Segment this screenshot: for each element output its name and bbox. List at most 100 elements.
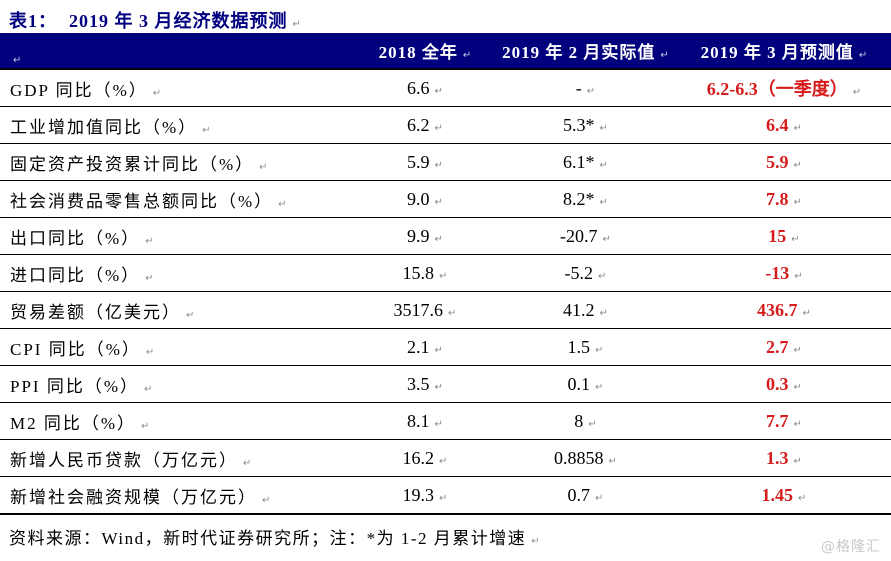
cell-text: 3.5 bbox=[407, 373, 430, 394]
paragraph-mark-icon: ↵ bbox=[152, 87, 162, 99]
cell-text: -13 bbox=[765, 262, 790, 283]
column-header-text: 2019 年 2 月实际值 bbox=[502, 43, 656, 62]
value-2018: 9.9 ↵ bbox=[356, 217, 494, 255]
table-number-label: 表1： bbox=[9, 11, 57, 31]
table-row: 出口同比（%） ↵ 9.9 ↵ -20.7 ↵ 15 ↵ bbox=[0, 217, 891, 255]
cell-text: 0.8858 bbox=[554, 447, 604, 468]
paragraph-mark-icon: ↵ bbox=[793, 418, 802, 430]
value-2018: 15.8 ↵ bbox=[356, 254, 494, 292]
cell-text: 9.9 bbox=[407, 225, 430, 246]
cell-text: 5.9 bbox=[407, 151, 430, 172]
value-mar-2019-forecast: -13 ↵ bbox=[677, 254, 891, 292]
cell-text: 6.2-6.3（一季度） bbox=[706, 79, 848, 99]
table-title: 表1： 2019 年 3 月经济数据预测 ↵ bbox=[0, 0, 891, 33]
paragraph-mark-icon: ↵ bbox=[439, 270, 448, 282]
row-label: 贸易差额（亿美元） ↵ bbox=[0, 291, 356, 329]
economic-forecast-table: ↵ 2018 全年 ↵ 2019 年 2 月实际值 ↵ 2019 年 3 月预测值 ↵ GD… bbox=[0, 33, 891, 515]
value-feb-2019: 5.3* ↵ bbox=[494, 106, 677, 144]
value-mar-2019-forecast: 1.3 ↵ bbox=[677, 439, 891, 477]
cell-text: 9.0 bbox=[407, 188, 430, 209]
value-2018: 8.1 ↵ bbox=[356, 402, 494, 440]
column-header-2018: 2018 全年 ↵ bbox=[356, 33, 494, 70]
header-row: ↵ 2018 全年 ↵ 2019 年 2 月实际值 ↵ 2019 年 3 月预测值 ↵ bbox=[0, 33, 891, 70]
table-row: M2 同比（%） ↵ 8.1 ↵ 8 ↵ 7.7 ↵ bbox=[0, 402, 891, 440]
value-mar-2019-forecast: 0.3 ↵ bbox=[677, 365, 891, 403]
value-feb-2019: 1.5 ↵ bbox=[494, 328, 677, 366]
cell-text: 7.7 bbox=[766, 410, 789, 431]
table-row: GDP 同比（%） ↵ 6.6 ↵ - ↵ 6.2-6.3（一季度） ↵ bbox=[0, 69, 891, 107]
value-2018: 2.1 ↵ bbox=[356, 328, 494, 366]
cell-text: 5.9 bbox=[766, 151, 789, 172]
value-mar-2019-forecast: 436.7 ↵ bbox=[677, 291, 891, 329]
source-note-text: 资料来源：Wind，新时代证券研究所；注：*为 1-2 月累计增速 bbox=[9, 529, 527, 548]
cell-text: GDP 同比（%） bbox=[10, 80, 148, 100]
value-2018: 5.9 ↵ bbox=[356, 143, 494, 181]
paragraph-mark-icon: ↵ bbox=[439, 492, 448, 504]
row-label: CPI 同比（%） ↵ bbox=[0, 328, 356, 366]
value-feb-2019: 0.7 ↵ bbox=[494, 476, 677, 515]
value-feb-2019: -20.7 ↵ bbox=[494, 217, 677, 255]
paragraph-mark-icon: ↵ bbox=[599, 159, 608, 171]
row-label: PPI 同比（%） ↵ bbox=[0, 365, 356, 403]
paragraph-mark-icon: ↵ bbox=[794, 270, 803, 282]
value-2018: 3.5 ↵ bbox=[356, 365, 494, 403]
paragraph-mark-icon: ↵ bbox=[434, 233, 443, 245]
row-label: 固定资产投资累计同比（%） ↵ bbox=[0, 143, 356, 181]
cell-text: 6.1* bbox=[563, 151, 595, 172]
paragraph-mark-icon: ↵ bbox=[434, 122, 443, 134]
value-2018: 6.6 ↵ bbox=[356, 69, 494, 107]
cell-text: PPI 同比（%） bbox=[10, 376, 139, 396]
table-row: 社会消费品零售总额同比（%） ↵ 9.0 ↵ 8.2* ↵ 7.8 ↵ bbox=[0, 180, 891, 218]
cell-text: 6.6 bbox=[407, 77, 430, 98]
row-label: 社会消费品零售总额同比（%） ↵ bbox=[0, 180, 356, 218]
paragraph-mark-icon: ↵ bbox=[595, 492, 604, 504]
cell-text: 2.7 bbox=[766, 336, 789, 357]
cell-text: -5.2 bbox=[564, 262, 594, 283]
row-label: 新增人民币贷款（万亿元） ↵ bbox=[0, 439, 356, 477]
cell-text: 1.5 bbox=[567, 336, 591, 357]
value-2018: 9.0 ↵ bbox=[356, 180, 494, 218]
cell-text: CPI 同比（%） bbox=[10, 339, 141, 359]
table-body: GDP 同比（%） ↵ 6.6 ↵ - ↵ 6.2-6.3（一季度） ↵ 工业增加值同比（%） ↵… bbox=[0, 69, 891, 515]
cell-text: 0.1 bbox=[567, 373, 591, 394]
paragraph-mark-icon: ↵ bbox=[434, 344, 443, 356]
watermark: @格隆汇 bbox=[821, 539, 881, 555]
value-feb-2019: -5.2 ↵ bbox=[494, 254, 677, 292]
paragraph-mark-icon: ↵ bbox=[259, 161, 268, 173]
value-mar-2019-forecast: 6.4 ↵ bbox=[677, 106, 891, 144]
table-row: 新增人民币贷款（万亿元） ↵ 16.2 ↵ 0.8858 ↵ 1.3 ↵ bbox=[0, 439, 891, 477]
value-feb-2019: 8.2* ↵ bbox=[494, 180, 677, 218]
paragraph-mark-icon: ↵ bbox=[793, 196, 802, 208]
paragraph-mark-icon: ↵ bbox=[145, 272, 154, 284]
table-row: 固定资产投资累计同比（%） ↵ 5.9 ↵ 6.1* ↵ 5.9 ↵ bbox=[0, 143, 891, 181]
paragraph-mark-icon: ↵ bbox=[793, 455, 802, 467]
cell-text: 0.7 bbox=[567, 484, 591, 505]
paragraph-mark-icon: ↵ bbox=[793, 159, 802, 171]
cell-text: - bbox=[575, 77, 582, 98]
cell-text: 3517.6 bbox=[393, 299, 444, 320]
value-feb-2019: 8 ↵ bbox=[494, 402, 677, 440]
paragraph-mark-icon: ↵ bbox=[292, 19, 301, 30]
cell-text: 0.3 bbox=[766, 373, 789, 394]
paragraph-mark-icon: ↵ bbox=[145, 235, 154, 247]
paragraph-mark-icon: ↵ bbox=[595, 344, 604, 356]
paragraph-mark-icon: ↵ bbox=[448, 307, 457, 319]
table-row: 进口同比（%） ↵ 15.8 ↵ -5.2 ↵ -13 ↵ bbox=[0, 254, 891, 292]
paragraph-mark-icon: ↵ bbox=[599, 196, 608, 208]
table-row: PPI 同比（%） ↵ 3.5 ↵ 0.1 ↵ 0.3 ↵ bbox=[0, 365, 891, 403]
value-2018: 19.3 ↵ bbox=[356, 476, 494, 515]
paragraph-mark-icon: ↵ bbox=[599, 122, 608, 134]
paragraph-mark-icon: ↵ bbox=[462, 50, 472, 61]
table-title-text: 2019 年 3 月经济数据预测 bbox=[69, 11, 288, 31]
cell-text: 进口同比（%） bbox=[10, 265, 141, 285]
paragraph-mark-icon: ↵ bbox=[243, 457, 252, 469]
cell-text: -20.7 bbox=[560, 225, 598, 246]
value-mar-2019-forecast: 7.8 ↵ bbox=[677, 180, 891, 218]
cell-text: 工业增加值同比（%） bbox=[10, 117, 198, 137]
paragraph-mark-icon: ↵ bbox=[531, 536, 540, 547]
cell-text: 6.2 bbox=[407, 114, 430, 135]
row-label: 出口同比（%） ↵ bbox=[0, 217, 356, 255]
cell-text: 19.3 bbox=[402, 484, 435, 505]
value-mar-2019-forecast: 2.7 ↵ bbox=[677, 328, 891, 366]
value-mar-2019-forecast: 7.7 ↵ bbox=[677, 402, 891, 440]
